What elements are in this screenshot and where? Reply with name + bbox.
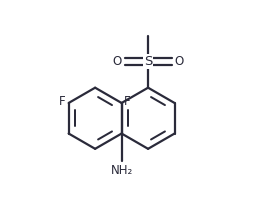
Text: NH₂: NH₂ <box>111 164 133 177</box>
Text: F: F <box>124 95 130 108</box>
Text: F: F <box>58 95 65 108</box>
Text: S: S <box>144 55 152 68</box>
Text: O: O <box>112 55 122 68</box>
Text: O: O <box>174 55 184 68</box>
